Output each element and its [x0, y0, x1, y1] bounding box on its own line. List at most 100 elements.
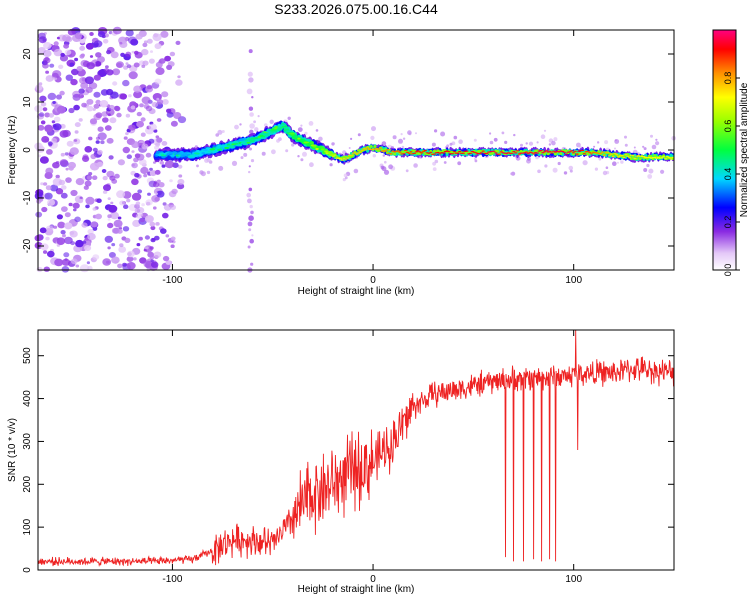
- noise-blob: [79, 54, 85, 59]
- noise-blob: [54, 258, 64, 267]
- noise-blob: [112, 68, 121, 76]
- noise-blob: [139, 218, 145, 223]
- noise-blob: [64, 212, 71, 218]
- ridge-cell: [349, 154, 353, 156]
- noise-blob: [309, 162, 314, 168]
- noise-blob: [73, 104, 80, 111]
- ridge-cell: [416, 150, 420, 152]
- noise-blob: [540, 134, 546, 139]
- noise-blob: [302, 151, 307, 157]
- noise-blob: [141, 96, 151, 105]
- ridge-cell: [402, 153, 406, 155]
- noise-blob: [124, 237, 131, 243]
- noise-blob: [69, 230, 78, 238]
- ridge-cell: [447, 151, 451, 153]
- noise-blob: [234, 124, 239, 130]
- noise-blob: [176, 183, 185, 190]
- noise-blob: [49, 63, 55, 68]
- noise-blob: [78, 93, 84, 99]
- noise-blob: [249, 147, 252, 151]
- noise-blob: [79, 264, 90, 273]
- noise-blob: [43, 266, 50, 272]
- noise-blob: [140, 166, 149, 175]
- noise-blob: [131, 178, 139, 186]
- x-tick-label: 0: [370, 275, 376, 286]
- noise-blob: [69, 147, 79, 156]
- noise-blob: [53, 116, 61, 123]
- ridge-cell: [303, 141, 310, 144]
- noise-blob: [165, 234, 170, 238]
- noise-blob: [103, 39, 109, 44]
- noise-blob: [458, 139, 463, 144]
- noise-blob: [50, 184, 59, 192]
- colorbar-gradient: [713, 30, 736, 270]
- noise-blob: [568, 165, 574, 171]
- ridge-cell: [570, 150, 574, 152]
- noise-blob: [107, 218, 111, 221]
- noise-blob: [104, 235, 114, 243]
- ridge-cell: [429, 151, 433, 153]
- ridge-cell: [324, 150, 328, 153]
- noise-blob: [47, 199, 56, 206]
- noise-blob: [74, 216, 81, 223]
- noise-blob: [43, 42, 52, 50]
- noise-blob: [96, 198, 102, 203]
- noise-blob: [240, 156, 244, 160]
- ridge-cell: [553, 152, 558, 156]
- ridge-cell: [492, 150, 496, 152]
- noise-blob: [48, 113, 54, 118]
- noise-blob: [141, 64, 146, 68]
- noise-blob: [41, 136, 50, 143]
- noise-blob: [525, 142, 528, 145]
- noise-blob: [624, 135, 627, 139]
- noise-blob: [604, 140, 609, 145]
- noise-blob: [53, 48, 63, 57]
- noise-blob: [400, 133, 403, 136]
- noise-blob: [169, 179, 173, 183]
- noise-blob: [112, 81, 118, 86]
- noise-blob: [164, 160, 175, 169]
- ridge-cell: [548, 151, 552, 153]
- ridge-cell: [580, 149, 585, 152]
- ridge-cell: [396, 150, 400, 152]
- noise-blob: [109, 117, 117, 124]
- noise-blob: [162, 212, 169, 219]
- ridge-cell: [485, 152, 489, 155]
- noise-blob: [92, 147, 98, 152]
- noise-blob: [79, 45, 86, 51]
- noise-blob: [133, 62, 140, 68]
- noise-blob: [122, 226, 130, 232]
- noise-blob: [47, 250, 55, 258]
- noise-blob: [134, 208, 140, 214]
- noise-blob: [136, 243, 141, 247]
- noise-blob: [133, 90, 143, 99]
- ridge-cell: [481, 150, 485, 152]
- colorbar-tick-label: 0.4: [723, 168, 733, 181]
- x-tick-label: -100: [162, 574, 182, 585]
- noise-blob: [152, 181, 160, 188]
- noise-blob: [64, 152, 69, 156]
- noise-blob: [84, 180, 92, 187]
- noise-blob: [105, 65, 109, 69]
- noise-blob: [126, 256, 134, 262]
- snr-frame: [37, 329, 675, 571]
- noise-blob: [134, 172, 140, 178]
- noise-blob: [489, 132, 492, 135]
- noise-blob: [95, 99, 101, 105]
- noise-blob: [633, 146, 636, 149]
- ridge-cell: [582, 153, 586, 155]
- noise-blob: [144, 235, 150, 240]
- noise-blob: [348, 147, 351, 149]
- ridge-cell: [358, 151, 362, 153]
- noise-blob: [70, 258, 78, 265]
- ridge-cell: [346, 157, 350, 159]
- noise-blob: [158, 182, 165, 188]
- snr-ticks: -100 0 100 0 100 200 300 400 500: [22, 330, 674, 585]
- ridge-cell: [249, 140, 256, 142]
- ridge-cell: [288, 132, 295, 135]
- noise-blob: [80, 82, 89, 89]
- ridge-cell: [624, 154, 628, 156]
- noise-blob: [142, 42, 148, 48]
- noise-blob: [52, 70, 62, 78]
- ridge-cell: [514, 152, 518, 154]
